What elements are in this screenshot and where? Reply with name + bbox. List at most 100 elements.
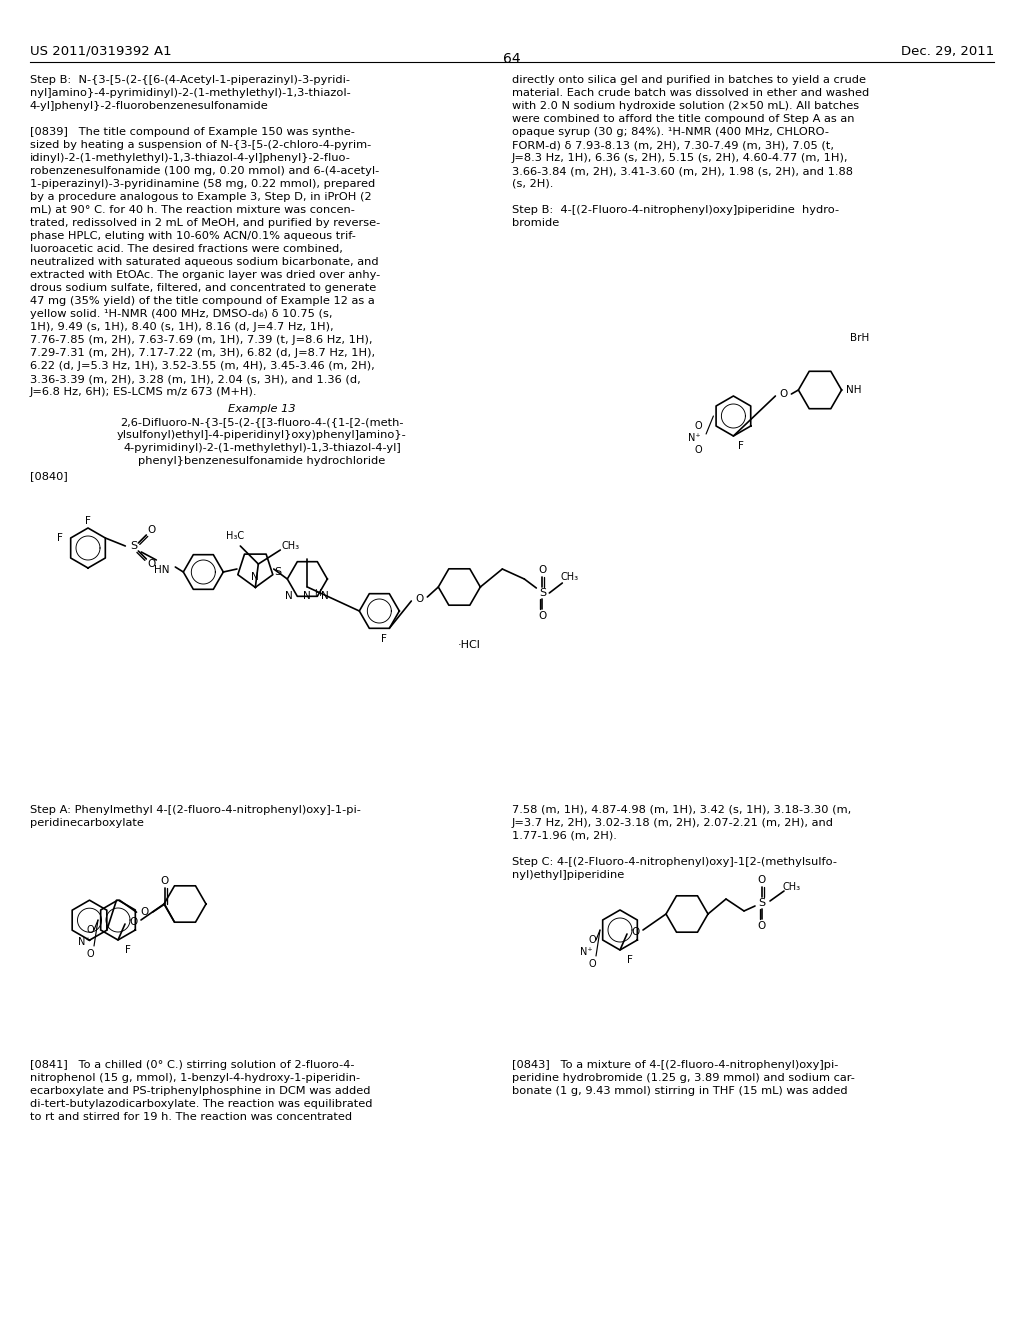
Text: ylsulfonyl)ethyl]-4-piperidinyl}oxy)phenyl]amino}-: ylsulfonyl)ethyl]-4-piperidinyl}oxy)phen…	[117, 430, 407, 440]
Text: O: O	[694, 445, 701, 455]
Text: CH₃: CH₃	[282, 541, 299, 550]
Text: [0839]   The title compound of Example 150 was synthe-: [0839] The title compound of Example 150…	[30, 127, 355, 137]
Text: CH₃: CH₃	[783, 882, 801, 892]
Text: Example 13: Example 13	[228, 404, 296, 414]
Text: S: S	[539, 587, 546, 598]
Text: CH₃: CH₃	[560, 572, 579, 582]
Text: [0843]   To a mixture of 4-[(2-fluoro-4-nitrophenyl)oxy]pi-: [0843] To a mixture of 4-[(2-fluoro-4-ni…	[512, 1060, 839, 1071]
Text: nyl)ethyl]piperidine: nyl)ethyl]piperidine	[512, 870, 625, 880]
Text: J=3.7 Hz, 2H), 3.02-3.18 (m, 2H), 2.07-2.21 (m, 2H), and: J=3.7 Hz, 2H), 3.02-3.18 (m, 2H), 2.07-2…	[512, 818, 834, 828]
Text: yellow solid. ¹H-NMR (400 MHz, DMSO-d₆) δ 10.75 (s,: yellow solid. ¹H-NMR (400 MHz, DMSO-d₆) …	[30, 309, 333, 319]
Text: di-tert-butylazodicarboxylate. The reaction was equilibrated: di-tert-butylazodicarboxylate. The react…	[30, 1100, 373, 1109]
Text: opaque syrup (30 g; 84%). ¹H-NMR (400 MHz, CHLORO-: opaque syrup (30 g; 84%). ¹H-NMR (400 MH…	[512, 127, 829, 137]
Text: to rt and stirred for 19 h. The reaction was concentrated: to rt and stirred for 19 h. The reaction…	[30, 1111, 352, 1122]
Text: O: O	[539, 611, 547, 620]
Text: FORM-d) δ 7.93-8.13 (m, 2H), 7.30-7.49 (m, 3H), 7.05 (t,: FORM-d) δ 7.93-8.13 (m, 2H), 7.30-7.49 (…	[512, 140, 834, 150]
Text: with 2.0 N sodium hydroxide solution (2×50 mL). All batches: with 2.0 N sodium hydroxide solution (2×…	[512, 102, 859, 111]
Text: O: O	[129, 917, 137, 927]
Text: O: O	[588, 935, 596, 945]
Text: 1H), 9.49 (s, 1H), 8.40 (s, 1H), 8.16 (d, J=4.7 Hz, 1H),: 1H), 9.49 (s, 1H), 8.40 (s, 1H), 8.16 (d…	[30, 322, 334, 333]
Text: F: F	[627, 954, 633, 965]
Text: idinyl)-2-(1-methylethyl)-1,3-thiazol-4-yl]phenyl}-2-fluo-: idinyl)-2-(1-methylethyl)-1,3-thiazol-4-…	[30, 153, 351, 162]
Text: trated, redissolved in 2 mL of MeOH, and purified by reverse-: trated, redissolved in 2 mL of MeOH, and…	[30, 218, 380, 228]
Text: NH: NH	[846, 385, 861, 395]
Text: robenzenesulfonamide (100 mg, 0.20 mmol) and 6-(4-acetyl-: robenzenesulfonamide (100 mg, 0.20 mmol)…	[30, 166, 379, 176]
Text: O: O	[588, 960, 596, 969]
Text: BrH: BrH	[850, 333, 869, 343]
Text: luoroacetic acid. The desired fractions were combined,: luoroacetic acid. The desired fractions …	[30, 244, 343, 253]
Text: 7.76-7.85 (m, 2H), 7.63-7.69 (m, 1H), 7.39 (t, J=8.6 Hz, 1H),: 7.76-7.85 (m, 2H), 7.63-7.69 (m, 1H), 7.…	[30, 335, 373, 345]
Text: HN: HN	[154, 565, 169, 576]
Text: S: S	[130, 541, 137, 550]
Text: bromide: bromide	[512, 218, 559, 228]
Text: N⁺: N⁺	[688, 433, 700, 444]
Text: J=8.3 Hz, 1H), 6.36 (s, 2H), 5.15 (s, 2H), 4.60-4.77 (m, 1H),: J=8.3 Hz, 1H), 6.36 (s, 2H), 5.15 (s, 2H…	[512, 153, 849, 162]
Text: phase HPLC, eluting with 10-60% ACN/0.1% aqueous trif-: phase HPLC, eluting with 10-60% ACN/0.1%…	[30, 231, 356, 242]
Text: (s, 2H).: (s, 2H).	[512, 180, 553, 189]
Text: F: F	[85, 516, 91, 525]
Text: drous sodium sulfate, filtered, and concentrated to generate: drous sodium sulfate, filtered, and conc…	[30, 282, 376, 293]
Text: O: O	[86, 949, 94, 960]
Text: Step B:  4-[(2-Fluoro-4-nitrophenyl)oxy]piperidine  hydro-: Step B: 4-[(2-Fluoro-4-nitrophenyl)oxy]p…	[512, 205, 839, 215]
Text: 1.77-1.96 (m, 2H).: 1.77-1.96 (m, 2H).	[512, 832, 616, 841]
Text: were combined to afford the title compound of Step A as an: were combined to afford the title compou…	[512, 114, 854, 124]
Text: O: O	[140, 907, 148, 917]
Text: Step A: Phenylmethyl 4-[(2-fluoro-4-nitrophenyl)oxy]-1-pi-: Step A: Phenylmethyl 4-[(2-fluoro-4-nitr…	[30, 805, 360, 814]
Text: S: S	[759, 898, 766, 908]
Text: H₃C: H₃C	[226, 531, 245, 541]
Text: O: O	[779, 389, 787, 399]
Text: 1-piperazinyl)-3-pyridinamine (58 mg, 0.22 mmol), prepared: 1-piperazinyl)-3-pyridinamine (58 mg, 0.…	[30, 180, 375, 189]
Text: F: F	[125, 945, 131, 954]
Text: O: O	[539, 565, 547, 576]
Text: Step C: 4-[(2-Fluoro-4-nitrophenyl)oxy]-1[2-(methylsulfo-: Step C: 4-[(2-Fluoro-4-nitrophenyl)oxy]-…	[512, 857, 837, 867]
Text: N: N	[322, 591, 329, 602]
Text: N: N	[286, 591, 293, 602]
Text: N: N	[252, 573, 259, 582]
Text: O: O	[631, 927, 639, 937]
Text: O: O	[161, 876, 169, 886]
Text: 6.22 (d, J=5.3 Hz, 1H), 3.52-3.55 (m, 4H), 3.45-3.46 (m, 2H),: 6.22 (d, J=5.3 Hz, 1H), 3.52-3.55 (m, 4H…	[30, 360, 375, 371]
Text: F: F	[381, 634, 387, 644]
Text: 3.66-3.84 (m, 2H), 3.41-3.60 (m, 2H), 1.98 (s, 2H), and 1.88: 3.66-3.84 (m, 2H), 3.41-3.60 (m, 2H), 1.…	[512, 166, 853, 176]
Text: F: F	[738, 441, 744, 451]
Text: US 2011/0319392 A1: US 2011/0319392 A1	[30, 45, 172, 58]
Text: bonate (1 g, 9.43 mmol) stirring in THF (15 mL) was added: bonate (1 g, 9.43 mmol) stirring in THF …	[512, 1086, 848, 1096]
Text: nyl]amino}-4-pyrimidinyl)-2-(1-methylethyl)-1,3-thiazol-: nyl]amino}-4-pyrimidinyl)-2-(1-methyleth…	[30, 88, 351, 98]
Text: directly onto silica gel and purified in batches to yield a crude: directly onto silica gel and purified in…	[512, 75, 866, 84]
Text: 2,6-Difluoro-N-{3-[5-(2-{[3-fluoro-4-({1-[2-(meth-: 2,6-Difluoro-N-{3-[5-(2-{[3-fluoro-4-({1…	[120, 417, 403, 426]
Text: sized by heating a suspension of N-{3-[5-(2-chloro-4-pyrim-: sized by heating a suspension of N-{3-[5…	[30, 140, 372, 150]
Text: 64: 64	[503, 51, 521, 66]
Text: O: O	[758, 921, 766, 931]
Text: F: F	[57, 533, 62, 543]
Text: [0841]   To a chilled (0° C.) stirring solution of 2-fluoro-4-: [0841] To a chilled (0° C.) stirring sol…	[30, 1060, 354, 1071]
Text: peridinecarboxylate: peridinecarboxylate	[30, 818, 144, 828]
Text: Dec. 29, 2011: Dec. 29, 2011	[901, 45, 994, 58]
Text: O: O	[86, 925, 94, 935]
Text: O: O	[758, 875, 766, 884]
Text: [0840]: [0840]	[30, 471, 68, 480]
Text: by a procedure analogous to Example 3, Step D, in iPrOH (2: by a procedure analogous to Example 3, S…	[30, 191, 372, 202]
Text: S: S	[274, 566, 282, 577]
Text: 4-yl]phenyl}-2-fluorobenzenesulfonamide: 4-yl]phenyl}-2-fluorobenzenesulfonamide	[30, 102, 268, 111]
Text: J=6.8 Hz, 6H); ES-LCMS m/z 673 (M+H).: J=6.8 Hz, 6H); ES-LCMS m/z 673 (M+H).	[30, 387, 257, 397]
Text: O: O	[147, 558, 156, 569]
Text: neutralized with saturated aqueous sodium bicarbonate, and: neutralized with saturated aqueous sodiu…	[30, 257, 379, 267]
Text: mL) at 90° C. for 40 h. The reaction mixture was concen-: mL) at 90° C. for 40 h. The reaction mix…	[30, 205, 355, 215]
Text: 7.29-7.31 (m, 2H), 7.17-7.22 (m, 3H), 6.82 (d, J=8.7 Hz, 1H),: 7.29-7.31 (m, 2H), 7.17-7.22 (m, 3H), 6.…	[30, 348, 375, 358]
Text: O: O	[694, 421, 701, 432]
Text: peridine hydrobromide (1.25 g, 3.89 mmol) and sodium car-: peridine hydrobromide (1.25 g, 3.89 mmol…	[512, 1073, 855, 1082]
Text: O: O	[147, 525, 156, 535]
Text: ecarboxylate and PS-triphenylphosphine in DCM was added: ecarboxylate and PS-triphenylphosphine i…	[30, 1086, 371, 1096]
Text: H: H	[314, 589, 321, 598]
Text: Step B:  N-{3-[5-(2-{[6-(4-Acetyl-1-piperazinyl)-3-pyridi-: Step B: N-{3-[5-(2-{[6-(4-Acetyl-1-piper…	[30, 75, 350, 84]
Text: phenyl}benzenesulfonamide hydrochloride: phenyl}benzenesulfonamide hydrochloride	[138, 455, 386, 466]
Text: 7.58 (m, 1H), 4.87-4.98 (m, 1H), 3.42 (s, 1H), 3.18-3.30 (m,: 7.58 (m, 1H), 4.87-4.98 (m, 1H), 3.42 (s…	[512, 805, 851, 814]
Text: nitrophenol (15 g, mmol), 1-benzyl-4-hydroxy-1-piperidin-: nitrophenol (15 g, mmol), 1-benzyl-4-hyd…	[30, 1073, 360, 1082]
Text: 4-pyrimidinyl)-2-(1-methylethyl)-1,3-thiazol-4-yl]: 4-pyrimidinyl)-2-(1-methylethyl)-1,3-thi…	[123, 444, 400, 453]
Text: 3.36-3.39 (m, 2H), 3.28 (m, 1H), 2.04 (s, 3H), and 1.36 (d,: 3.36-3.39 (m, 2H), 3.28 (m, 1H), 2.04 (s…	[30, 374, 360, 384]
Text: ·HCl: ·HCl	[458, 640, 480, 649]
Text: N⁺: N⁺	[580, 946, 592, 957]
Text: extracted with EtOAc. The organic layer was dried over anhy-: extracted with EtOAc. The organic layer …	[30, 271, 380, 280]
Text: 47 mg (35% yield) of the title compound of Example 12 as a: 47 mg (35% yield) of the title compound …	[30, 296, 375, 306]
Text: N⁺: N⁺	[78, 937, 90, 946]
